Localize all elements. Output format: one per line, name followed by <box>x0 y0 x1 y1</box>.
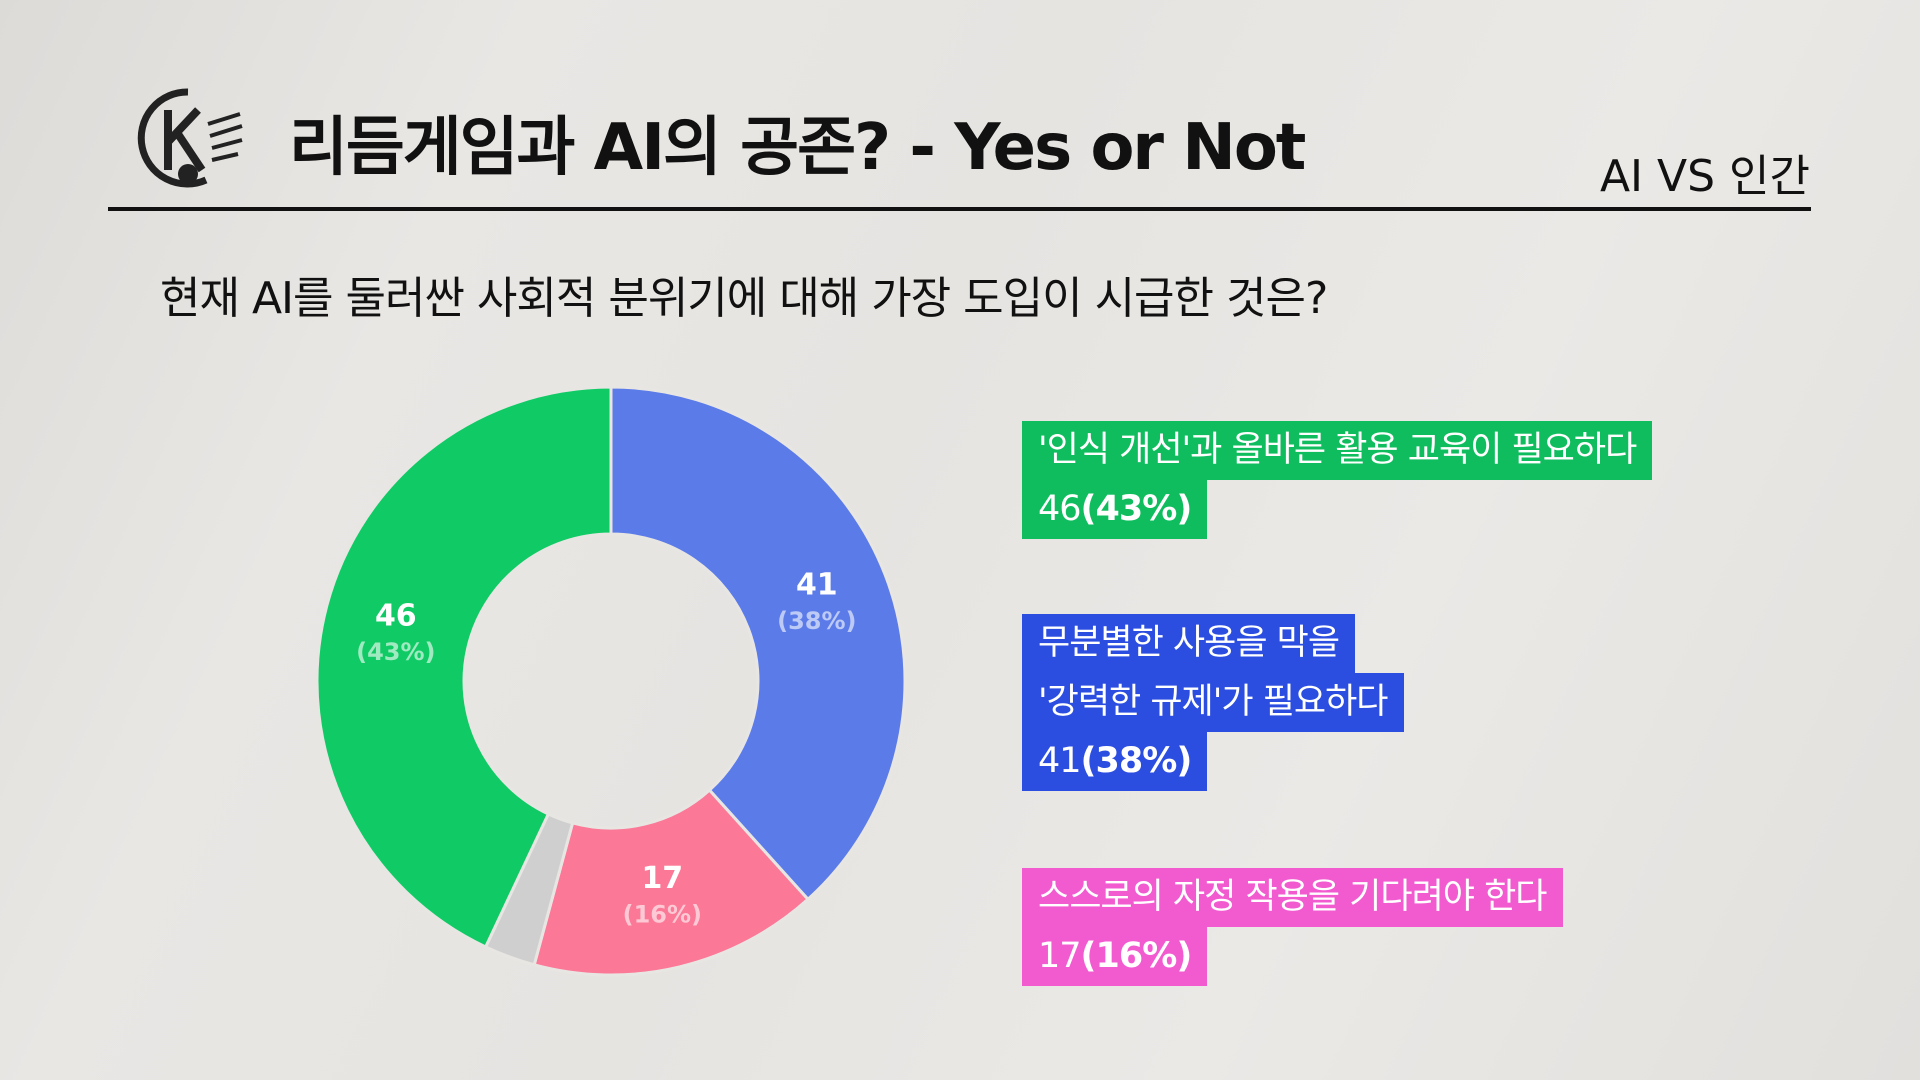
legend-label: '강력한 규제'가 필요하다 <box>1022 673 1404 732</box>
title: 리듬게임과 AI의 공존? - Yes or Not <box>289 111 1306 185</box>
legend-label: 스스로의 자정 작용을 기다려야 한다 <box>1022 868 1563 927</box>
legend-label: '인식 개선'과 올바른 활용 교육이 필요하다 <box>1022 421 1653 480</box>
legend-item: '인식 개선'과 올바른 활용 교육이 필요하다 46(43%) <box>1022 421 1653 539</box>
legend-item: 무분별한 사용을 막을 '강력한 규제'가 필요하다 41(38%) <box>1022 614 1404 791</box>
slice-value-label: 46 <box>375 598 417 633</box>
slice-value-label: 41 <box>796 567 838 602</box>
count-value: 41 <box>1038 741 1082 781</box>
count-percent: (38%) <box>1080 741 1193 781</box>
legend-count: 17(16%) <box>1022 927 1208 986</box>
slice-percent-label: (38%) <box>777 607 856 635</box>
logo <box>137 88 243 188</box>
legend-item: 스스로의 자정 작용을 기다려야 한다 17(16%) <box>1022 868 1563 986</box>
question: 현재 AI를 둘러싼 사회적 분위기에 대해 가장 도입이 시급한 것은? <box>160 273 1328 324</box>
legend-label: 무분별한 사용을 막을 <box>1022 614 1356 673</box>
tag: AI VS 인간 <box>1599 151 1810 202</box>
donut-chart: 41 (38%) 17 (16%) 46 (43%) <box>315 385 907 977</box>
slice-percent-label: (16%) <box>623 900 702 928</box>
count-percent: (43%) <box>1080 489 1193 529</box>
count-value: 46 <box>1038 489 1082 529</box>
donut-slice <box>315 385 613 949</box>
legend-count: 41(38%) <box>1022 732 1208 791</box>
slice-value-label: 17 <box>641 861 683 896</box>
divider <box>108 207 1811 211</box>
legend-count: 46(43%) <box>1022 480 1208 539</box>
donut-slice <box>609 385 907 902</box>
slice-percent-label: (43%) <box>356 638 435 666</box>
count-value: 17 <box>1038 936 1082 976</box>
count-percent: (16%) <box>1080 936 1193 976</box>
donut-slice <box>532 788 811 977</box>
